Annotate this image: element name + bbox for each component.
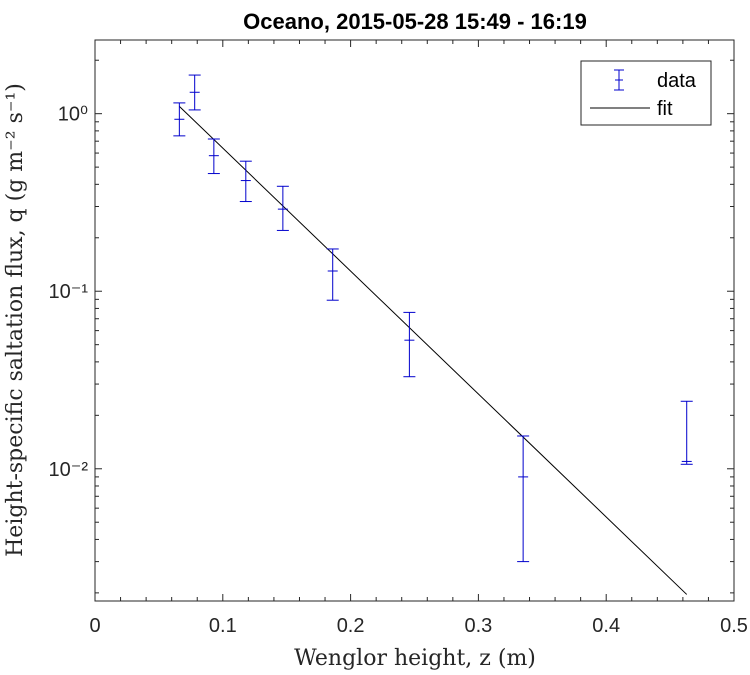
x-tick-label: 0.5 [720,615,748,637]
fit-series [179,105,688,595]
data-point [239,160,252,203]
legend-data-marker [614,69,624,91]
data-point [326,248,339,301]
legend-data-label: data [657,70,697,92]
data-point [403,311,416,378]
legend-box [580,60,712,126]
axis-ticks [94,40,735,601]
legend: data fit [580,60,712,126]
fit-line [179,105,688,595]
legend-fit-label: fit [657,98,673,120]
x-tick-label: 0.2 [337,615,365,637]
y-tick-label: 10⁻¹ [49,281,89,303]
data-point [680,400,693,465]
plot-area [94,39,735,602]
x-tick-label: 0 [89,615,100,637]
x-axis-label: Wenglor height, z (m) [294,646,536,671]
chart-title: Oceano, 2015-05-28 15:49 - 16:19 [243,9,587,34]
data-point [517,435,530,563]
y-tick-labels: 10⁻² 10⁻¹ 10⁰ [49,104,89,481]
y-axis-label: Height-specific saltation flux, q (g m⁻²… [3,83,28,557]
data-point [276,185,289,231]
data-point [207,138,220,175]
x-tick-label: 0.1 [209,615,237,637]
data-point [173,102,186,137]
x-tick-label: 0.4 [592,615,620,637]
x-tick-label: 0.3 [464,615,492,637]
y-tick-label: 10⁻² [49,459,89,481]
data-point [188,74,201,111]
x-tick-labels: 0 0.1 0.2 0.3 0.4 0.5 [89,615,747,637]
data-series [173,74,693,563]
y-tick-label: 10⁰ [58,104,88,126]
